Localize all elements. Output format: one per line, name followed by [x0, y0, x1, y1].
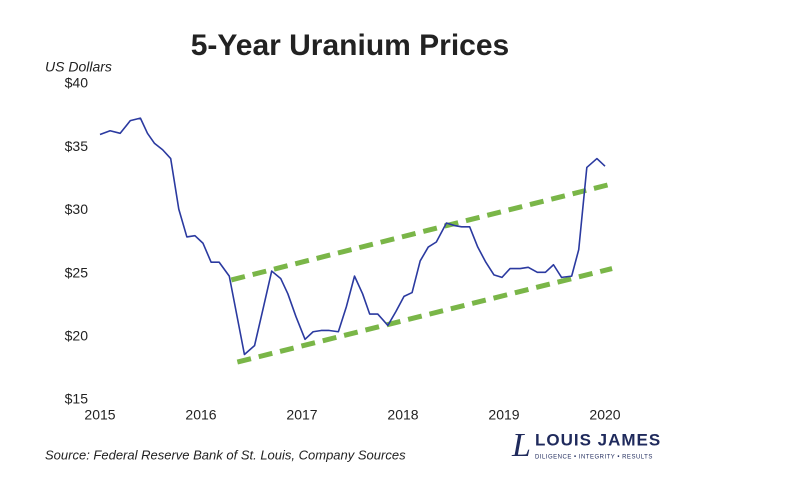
x-tick-label: 2018 [387, 407, 418, 423]
x-tick-label: 2020 [589, 407, 620, 423]
trend-line [236, 266, 613, 365]
x-tick-label: 2019 [488, 407, 519, 423]
x-tick-label: 2016 [185, 407, 216, 423]
x-tick-label: 2015 [84, 407, 115, 423]
source: Source: Federal Reserve Bank of St. Loui… [45, 447, 406, 462]
logo-tagline: DILIGENCE • INTEGRITY • RESULTS [535, 455, 653, 461]
trend-line [230, 181, 613, 283]
chart-title: 5-Year Uranium Prices [191, 29, 510, 62]
y-tick-label: $35 [65, 138, 89, 154]
price-line [99, 117, 606, 356]
y-tick-label: $30 [65, 201, 89, 217]
y-tick-label: $40 [65, 75, 89, 91]
y-tick-label: $20 [65, 328, 89, 344]
logo-name: LOUIS JAMES [535, 430, 661, 449]
logo-mark: L [511, 427, 531, 464]
y-tick-label: $25 [65, 264, 89, 280]
y-tick-label: $15 [65, 391, 89, 407]
x-tick-label: 2017 [286, 407, 317, 423]
y-axis-label: US Dollars [45, 59, 112, 75]
